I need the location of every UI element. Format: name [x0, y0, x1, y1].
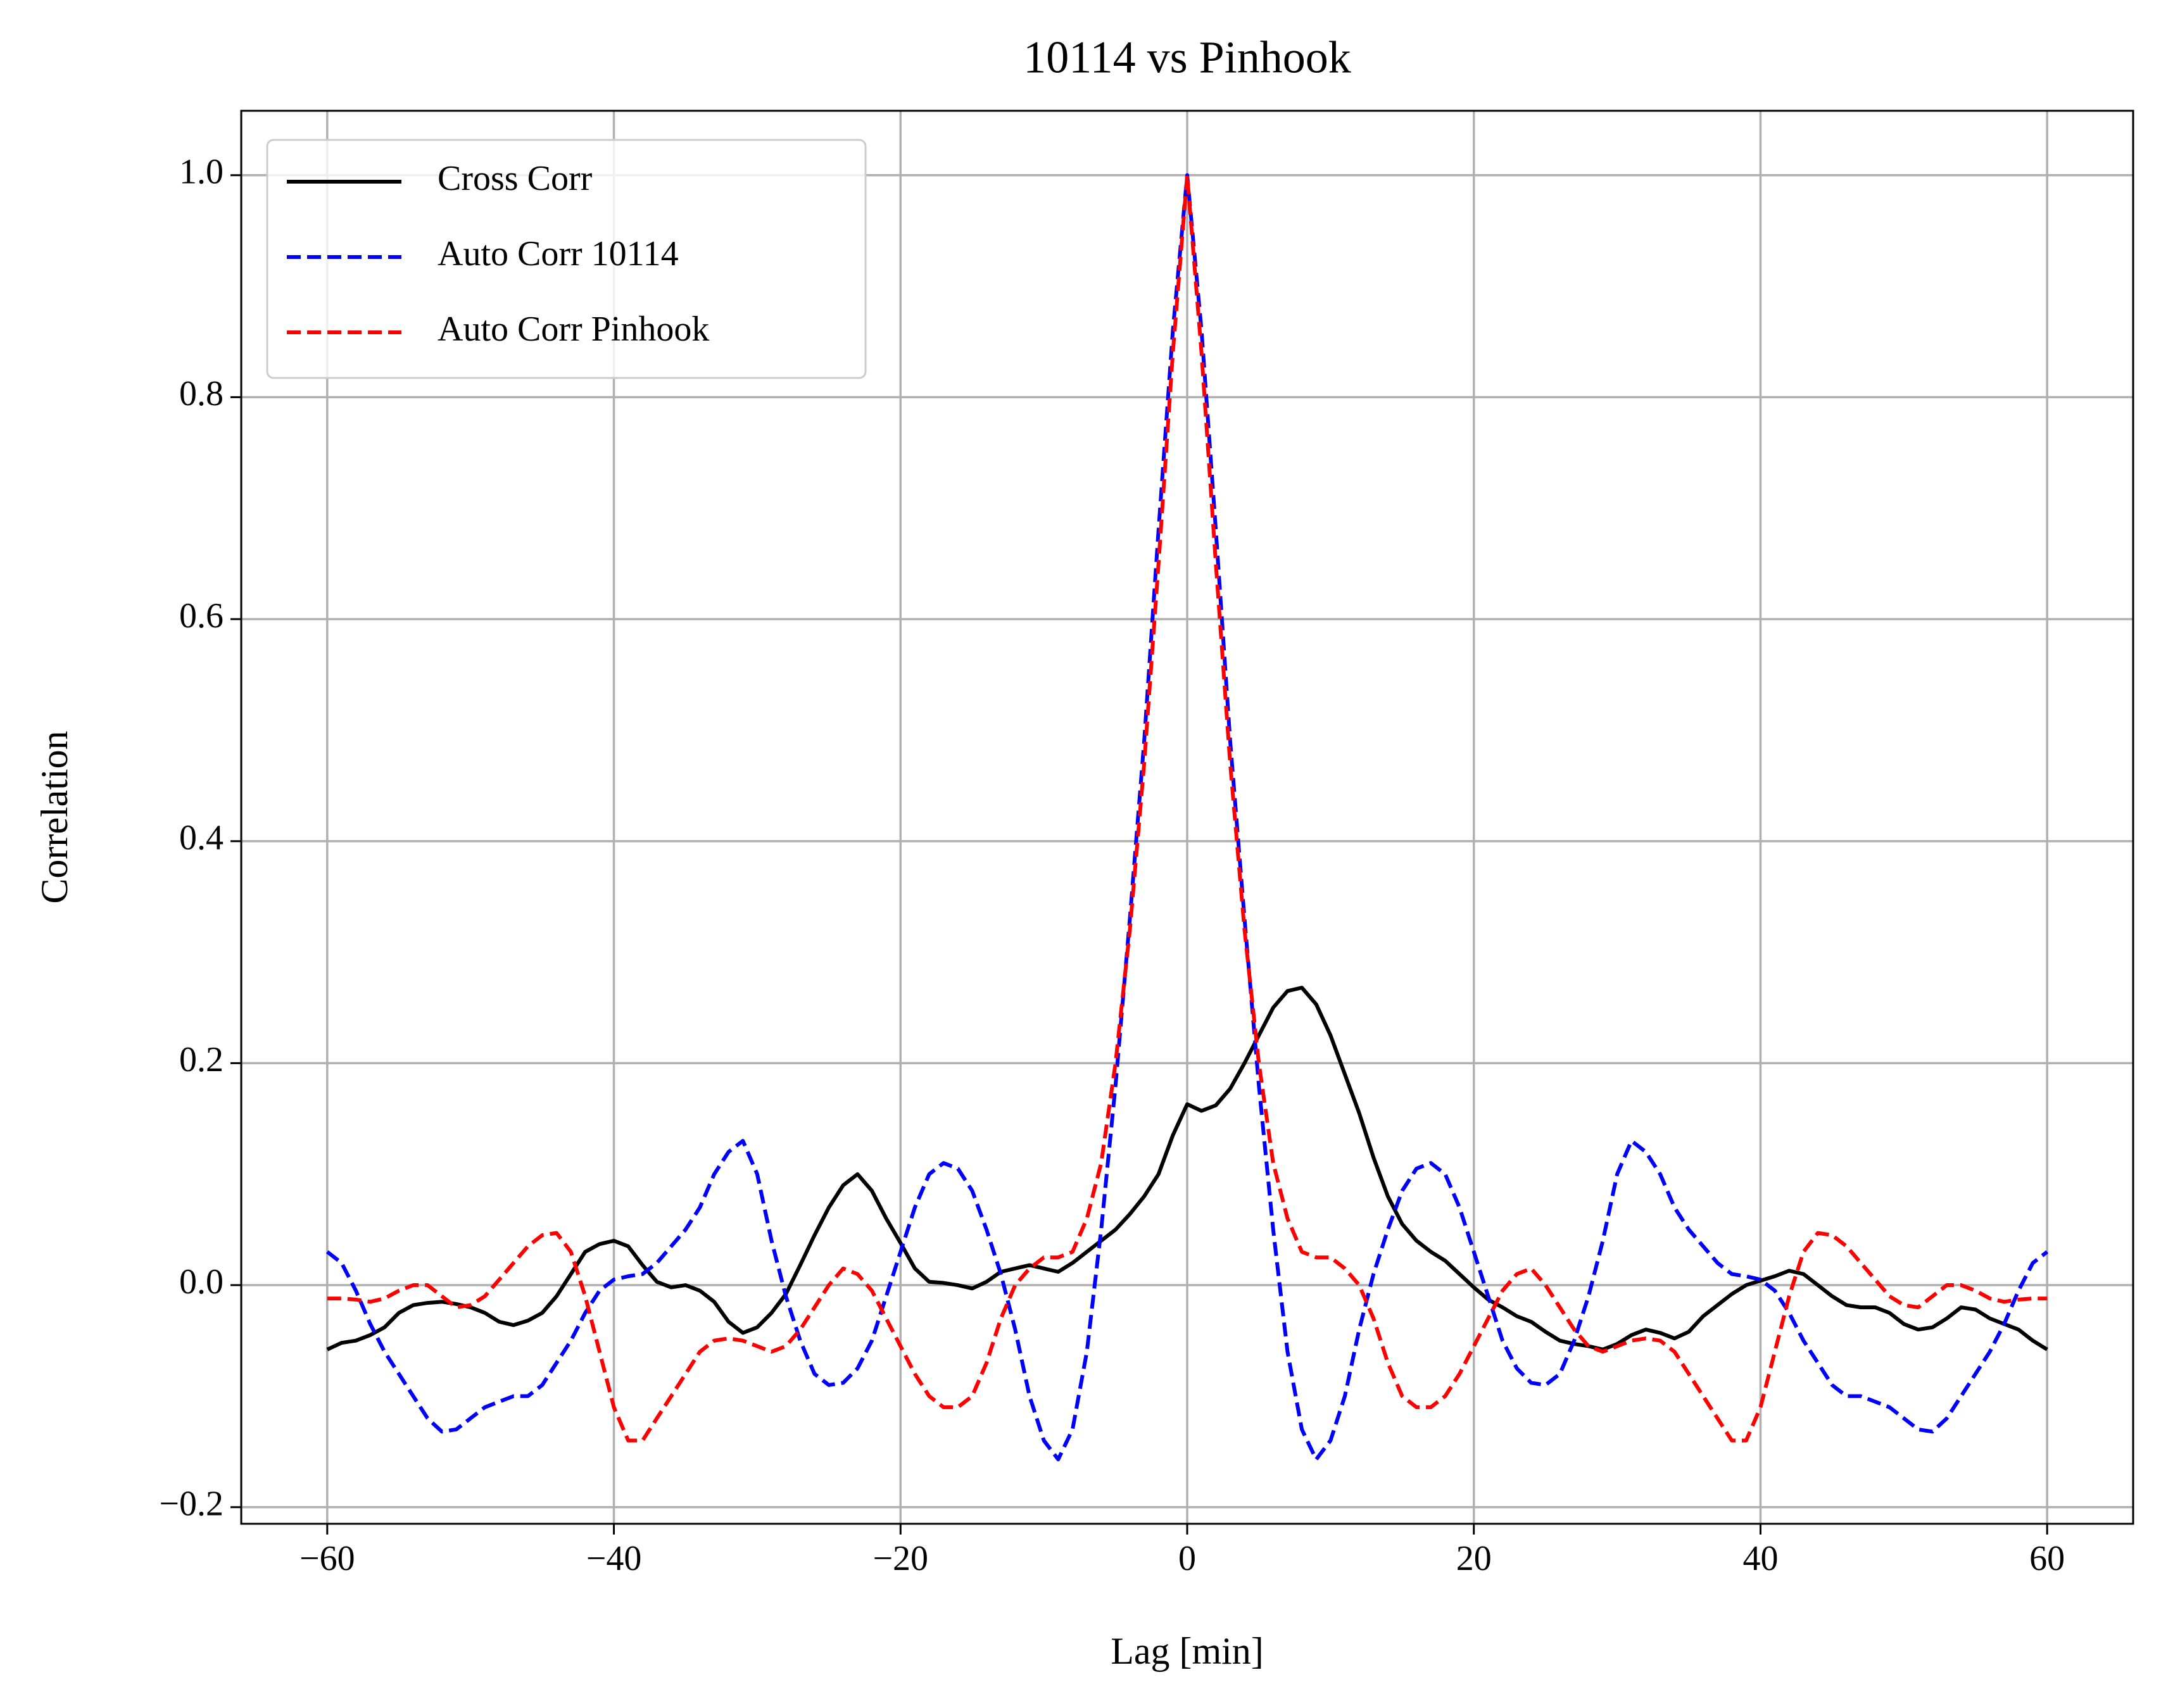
y-tick-label: 1.0 — [179, 153, 224, 192]
x-tick-label: 0 — [1178, 1539, 1196, 1578]
y-tick-label: 0.2 — [179, 1040, 224, 1079]
y-tick-label: 0.6 — [179, 596, 224, 636]
y-axis-label: Correlation — [34, 731, 75, 903]
series-line — [327, 173, 2048, 1443]
chart-title: 10114 vs Pinhook — [1023, 32, 1351, 83]
x-tick-label: 40 — [1742, 1539, 1778, 1578]
series-line — [325, 173, 2049, 1462]
x-axis-label: Lag [min] — [1111, 1630, 1264, 1672]
legend-label: Auto Corr 10114 — [438, 234, 679, 273]
legend-label: Cross Corr — [438, 159, 593, 198]
y-tick-label: −0.2 — [159, 1485, 224, 1524]
x-tick-label: 60 — [2029, 1539, 2065, 1578]
y-tick-label: 0.0 — [179, 1262, 224, 1302]
x-tick-label: 20 — [1456, 1539, 1492, 1578]
series-line — [326, 986, 2048, 1352]
x-tick-label: −60 — [299, 1539, 355, 1578]
y-tick-label: 0.8 — [179, 374, 224, 413]
legend-label: Auto Corr Pinhook — [438, 310, 709, 349]
plot-frame — [240, 110, 2134, 1525]
x-tick-label: −40 — [586, 1539, 642, 1578]
y-tick-label: 0.4 — [179, 819, 224, 858]
legend-box — [266, 139, 867, 379]
x-tick-label: −20 — [873, 1539, 928, 1578]
